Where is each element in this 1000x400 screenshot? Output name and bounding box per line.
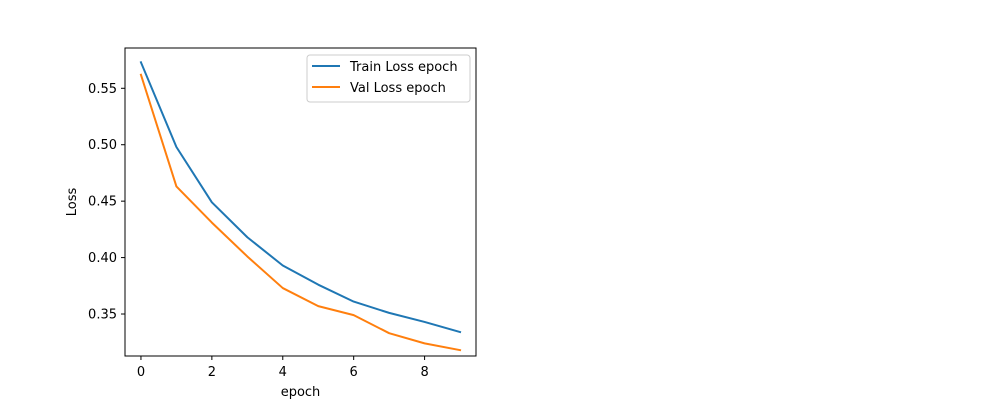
x-tick-label: 2 [208, 365, 216, 380]
x-tick-label: 6 [350, 365, 358, 380]
y-tick-label: 0.35 [88, 308, 117, 323]
y-tick-label: 0.55 [88, 82, 117, 97]
y-tick-label: 0.45 [88, 195, 117, 210]
series-lines [139, 61, 462, 352]
y-tick-label: 0.50 [88, 138, 117, 153]
x-tick-label: 0 [137, 365, 145, 380]
x-tick-label: 4 [279, 365, 287, 380]
legend-label-train-loss: Train Loss epoch [349, 60, 458, 75]
legend: Train Loss epoch Val Loss epoch [306, 54, 471, 103]
legend-box [306, 54, 471, 103]
plot-frame [124, 47, 477, 357]
y-tick-label: 0.40 [88, 251, 117, 266]
val-loss-line [139, 73, 462, 352]
x-tick-label: 8 [420, 365, 428, 380]
y-axis-label: Loss [65, 188, 80, 217]
x-axis-ticks: 0 2 4 6 8 [137, 356, 429, 380]
legend-label-val-loss: Val Loss epoch [350, 81, 446, 96]
x-axis-label: epoch [281, 385, 321, 400]
train-loss-line [139, 61, 462, 334]
y-axis-ticks: 0.35 0.40 0.45 0.50 0.55 [88, 82, 125, 323]
